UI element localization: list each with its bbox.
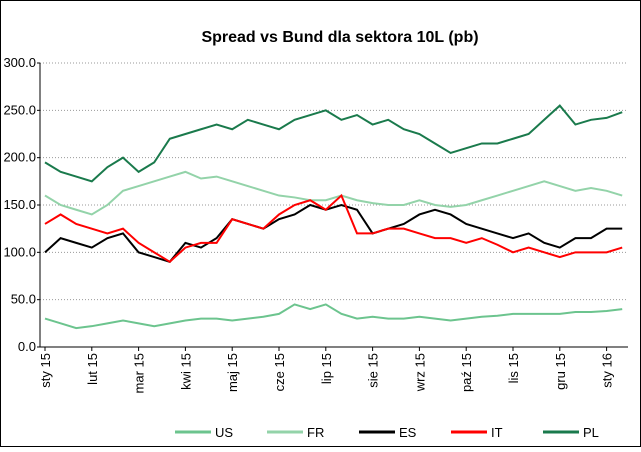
line-series [44, 170, 623, 216]
x-tick-label: paź 15 [459, 353, 474, 392]
legend-label: FR [307, 425, 324, 440]
x-tick-label: sty 16 [600, 353, 615, 388]
y-tick-label: 0.0 [18, 339, 36, 354]
y-tick-label: 200.0 [3, 150, 36, 165]
x-tick-label: gru 15 [553, 353, 568, 390]
x-tick-label: sty 15 [38, 353, 53, 388]
legend-label: US [215, 425, 233, 440]
legend-label: ES [399, 425, 417, 440]
x-tick-label: kwi 15 [178, 353, 193, 390]
x-tick-label: maj 15 [225, 353, 240, 392]
legend-label: IT [491, 425, 503, 440]
x-tick-label: wrz 15 [412, 353, 427, 392]
y-tick-label: 50.0 [11, 292, 36, 307]
x-tick-label: cze 15 [272, 353, 287, 391]
x-tick-label: mar 15 [132, 353, 147, 393]
line-series [44, 303, 623, 330]
y-tick-label: 150.0 [3, 197, 36, 212]
x-tick-label: lip 15 [319, 353, 334, 384]
line-series [44, 193, 623, 264]
x-tick-label: lis 15 [506, 353, 521, 383]
legend-label: PL [583, 425, 599, 440]
x-tick-label: lut 15 [85, 353, 100, 385]
y-tick-label: 300.0 [3, 55, 36, 70]
y-tick-label: 100.0 [3, 244, 36, 259]
line-series [44, 104, 623, 183]
chart-title: Spread vs Bund dla sektora 10L (pb) [201, 29, 478, 46]
y-tick-label: 250.0 [3, 102, 36, 117]
x-tick-label: sie 15 [366, 353, 381, 388]
line-series [44, 203, 623, 263]
